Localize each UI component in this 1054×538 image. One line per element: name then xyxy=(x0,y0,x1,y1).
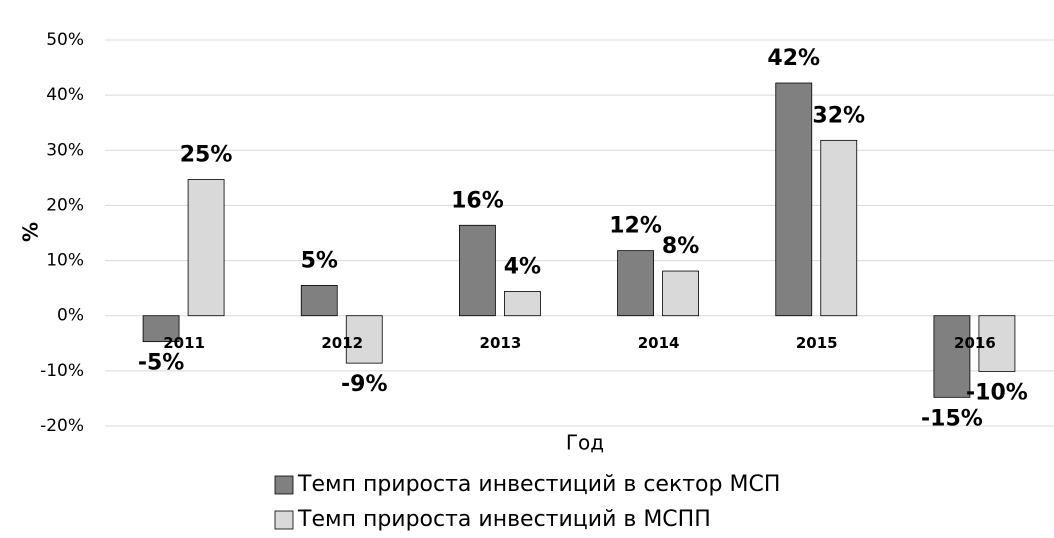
bar xyxy=(187,179,225,317)
y-tick-label: 30% xyxy=(46,140,84,160)
bar xyxy=(933,315,971,398)
x-tick-label: 2011 xyxy=(163,334,205,352)
x-tick-label: 2016 xyxy=(954,334,996,352)
bar xyxy=(820,139,858,317)
data-label: 32% xyxy=(812,103,865,128)
bar xyxy=(142,315,180,343)
x-axis-title: Год xyxy=(566,431,604,455)
legend-label: Темп прироста инвестиций в МСПП xyxy=(297,507,711,532)
bar xyxy=(662,270,699,317)
y-tick-label: -20% xyxy=(40,416,84,436)
y-tick-label: 50% xyxy=(46,30,84,50)
data-label: 5% xyxy=(301,248,338,273)
bar xyxy=(775,82,813,317)
y-tick-label: 0% xyxy=(57,306,84,326)
legend-swatch xyxy=(274,475,294,495)
y-tick-label: 10% xyxy=(46,251,84,271)
data-label: 42% xyxy=(767,46,820,71)
legend-swatch xyxy=(274,510,294,530)
x-tick-label: 2012 xyxy=(321,334,363,352)
data-label: -15% xyxy=(921,406,983,431)
data-label: 16% xyxy=(451,188,504,213)
data-label: -9% xyxy=(341,372,387,397)
legend-label: Темп прироста инвестиций в сектор МСП xyxy=(297,472,780,497)
bar xyxy=(300,284,338,317)
bar xyxy=(617,250,654,317)
data-label: 25% xyxy=(180,143,233,168)
bar xyxy=(978,315,1016,372)
x-tick-label: 2013 xyxy=(480,334,522,352)
data-label: -10% xyxy=(966,380,1028,405)
bar xyxy=(504,291,541,317)
y-tick-label: 20% xyxy=(46,195,84,215)
bar xyxy=(345,315,383,364)
data-label: 8% xyxy=(662,234,699,259)
data-label: 4% xyxy=(504,254,541,279)
y-tick-label: -10% xyxy=(40,361,84,381)
y-axis-title: % xyxy=(19,222,43,242)
x-tick-label: 2014 xyxy=(638,334,680,352)
data-label: -5% xyxy=(138,351,184,376)
y-tick-label: 40% xyxy=(46,85,84,105)
data-label: 12% xyxy=(609,214,662,239)
bar xyxy=(459,224,496,317)
x-tick-label: 2015 xyxy=(796,334,838,352)
